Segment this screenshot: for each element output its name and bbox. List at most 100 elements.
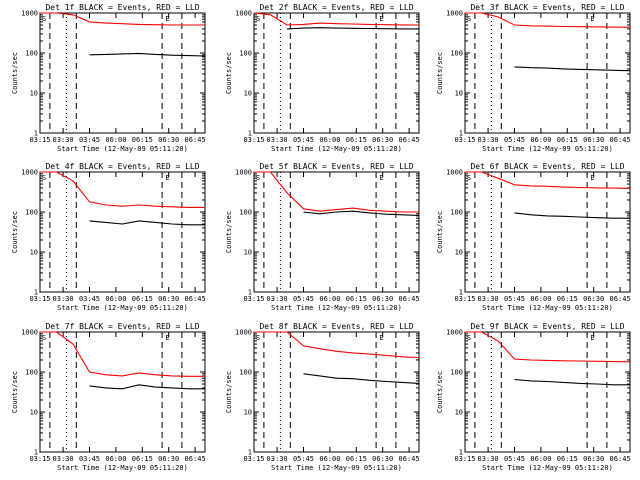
- series-events-line: [514, 66, 631, 72]
- y-tick-label: 1: [248, 449, 252, 457]
- panel-title: Det 1f BLACK = Events, RED = LLD: [45, 3, 199, 12]
- series-events-line: [303, 373, 420, 384]
- series-events-line: [89, 220, 205, 226]
- x-tick-label: 05:45: [504, 295, 525, 303]
- y-tick-label: 10: [244, 249, 252, 257]
- start-marker: S: [42, 15, 46, 23]
- x-tick-label: 03:15: [454, 295, 475, 303]
- x-tick-label: 06:30: [372, 455, 393, 463]
- y-tick-label: 10: [455, 90, 463, 98]
- end-marker: E: [590, 334, 594, 342]
- y-axis-label: Counts/sec: [436, 211, 444, 253]
- x-tick-label: 06:30: [158, 295, 179, 303]
- x-tick-label: 06:15: [346, 136, 367, 144]
- series-lld-line: [465, 171, 631, 189]
- x-tick-label: 06:45: [399, 136, 420, 144]
- y-axis-label: Counts/sec: [11, 52, 19, 94]
- y-tick-label: 100: [25, 50, 38, 58]
- x-tick-label: 06:15: [557, 455, 578, 463]
- panel-title: Det 8f BLACK = Events, RED = LLD: [259, 322, 413, 331]
- x-tick-label: 06:00: [530, 455, 551, 463]
- series-lld-line: [253, 12, 420, 26]
- panel-3: Det 3f BLACK = Events, RED = LLD 1 10 100 10…: [436, 3, 631, 153]
- y-tick-label: 100: [450, 369, 463, 377]
- panel-9: Det 9f BLACK = Events, RED = LLD 1 10 100 10…: [436, 322, 631, 472]
- y-axis-label: Counts/sec: [11, 211, 19, 253]
- x-axis-label: Start Time (12-May-09 05:11:20): [271, 464, 402, 472]
- y-tick-label: 10: [30, 409, 38, 417]
- y-tick-label: 100: [239, 369, 252, 377]
- x-tick-label: 06:00: [319, 295, 340, 303]
- end-marker: E: [590, 174, 594, 182]
- y-axis-label: Counts/sec: [436, 52, 444, 94]
- y-tick-label: 1000: [235, 329, 252, 337]
- x-tick-label: 03:15: [243, 136, 264, 144]
- x-tick-label: 06:00: [105, 136, 126, 144]
- series-lld-line: [40, 171, 205, 208]
- series-events-line: [514, 378, 630, 386]
- y-axis-label: Counts/sec: [11, 371, 19, 413]
- end-marker: E: [379, 15, 383, 23]
- x-tick-label: 06:45: [185, 136, 206, 144]
- x-tick-label: 06:45: [610, 295, 631, 303]
- x-tick-label: 06:15: [132, 295, 153, 303]
- y-tick-label: 1: [34, 449, 38, 457]
- x-tick-label: 06:00: [319, 136, 340, 144]
- plot-frame: [464, 171, 631, 293]
- y-axis-label: Counts/sec: [436, 371, 444, 413]
- y-tick-label: 1: [34, 289, 38, 297]
- x-tick-label: 03:15: [29, 455, 50, 463]
- plot-frame: [39, 171, 206, 293]
- x-tick-label: 05:45: [293, 455, 314, 463]
- x-tick-label: 03:30: [478, 136, 499, 144]
- y-tick-label: 1000: [446, 329, 463, 337]
- x-tick-label: 06:45: [185, 295, 206, 303]
- x-tick-label: 06:30: [158, 136, 179, 144]
- x-tick-label: 03:15: [29, 136, 50, 144]
- plot-frame: [253, 171, 420, 293]
- x-tick-label: 03:15: [454, 455, 475, 463]
- y-tick-label: 1000: [446, 169, 463, 177]
- end-marker: E: [379, 174, 383, 182]
- y-axis-label: Counts/sec: [225, 52, 233, 94]
- x-tick-label: 03:45: [79, 455, 100, 463]
- x-axis-label: Start Time (12-May-09 05:11:20): [271, 145, 402, 153]
- y-tick-label: 100: [239, 50, 252, 58]
- start-marker: S: [256, 15, 260, 23]
- panel-8: Det 8f BLACK = Events, RED = LLD 1 10 100 10…: [225, 322, 420, 472]
- x-tick-label: 05:45: [293, 136, 314, 144]
- end-marker: E: [165, 334, 169, 342]
- y-tick-label: 100: [25, 209, 38, 217]
- x-tick-label: 03:30: [267, 295, 288, 303]
- x-tick-label: 05:45: [504, 136, 525, 144]
- y-tick-label: 10: [455, 409, 463, 417]
- panel-6: Det 6f BLACK = Events, RED = LLD 1 10 100 10…: [436, 162, 631, 312]
- x-tick-label: 06:00: [105, 295, 126, 303]
- x-tick-label: 06:45: [399, 295, 420, 303]
- x-tick-label: 06:45: [610, 136, 631, 144]
- x-tick-label: 06:45: [610, 455, 631, 463]
- series-lld-line: [254, 331, 420, 359]
- panel-title: Det 2f BLACK = Events, RED = LLD: [259, 3, 413, 12]
- plot-frame: [39, 331, 206, 453]
- x-axis-label: Start Time (12-May-09 05:11:20): [482, 145, 613, 153]
- x-tick-label: 03:15: [243, 455, 264, 463]
- x-tick-label: 03:15: [29, 295, 50, 303]
- x-tick-label: 03:30: [478, 295, 499, 303]
- x-tick-label: 06:30: [372, 136, 393, 144]
- panel-title: Det 3f BLACK = Events, RED = LLD: [470, 3, 624, 12]
- y-tick-label: 1000: [21, 10, 38, 18]
- plot-frame: [464, 12, 631, 134]
- y-tick-label: 1000: [446, 10, 463, 18]
- start-marker: S: [42, 174, 46, 182]
- panel-title: Det 4f BLACK = Events, RED = LLD: [45, 162, 199, 171]
- x-tick-label: 03:45: [79, 136, 100, 144]
- y-tick-label: 1: [248, 289, 252, 297]
- y-tick-label: 10: [455, 249, 463, 257]
- x-tick-label: 06:00: [105, 455, 126, 463]
- panel-title: Det 5f BLACK = Events, RED = LLD: [259, 162, 413, 171]
- x-tick-label: 06:15: [132, 136, 153, 144]
- end-marker: E: [379, 334, 383, 342]
- x-tick-label: 06:00: [530, 136, 551, 144]
- x-tick-label: 05:45: [293, 295, 314, 303]
